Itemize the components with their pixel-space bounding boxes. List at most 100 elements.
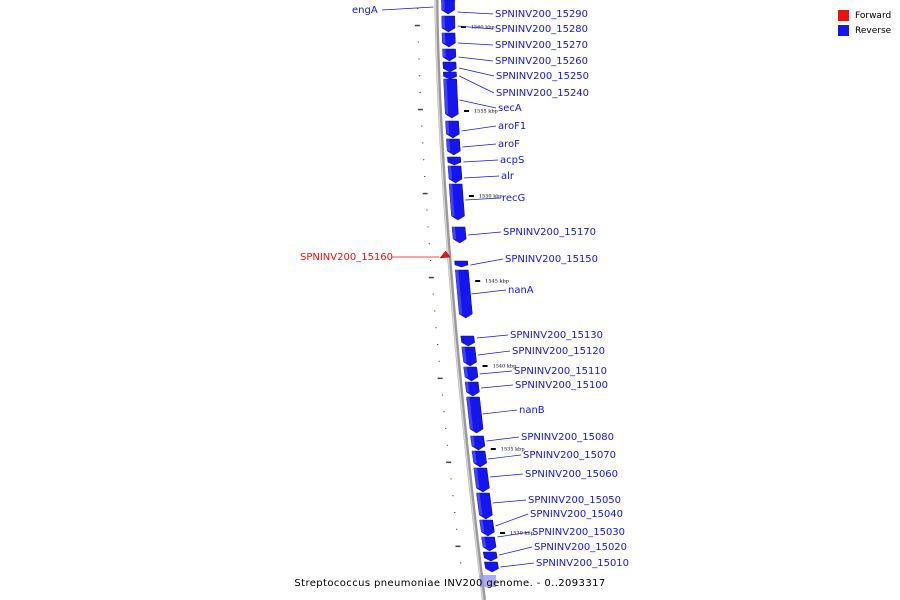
map-caption: Streptococcus pneumoniae INV200 genome. … bbox=[294, 578, 606, 589]
ruler-mark bbox=[446, 461, 452, 464]
ruler-mark bbox=[417, 8, 419, 9]
kbp-tick-mark bbox=[500, 532, 506, 534]
leader-line-spninv200-15280 bbox=[457, 25, 494, 30]
gene-label-spninv200-15260[interactable]: SPNINV200_15260 bbox=[495, 56, 588, 67]
ruler-mark bbox=[422, 192, 428, 195]
legend-item-reverse: Reverse bbox=[838, 23, 891, 38]
gene-label-spninv200-15270[interactable]: SPNINV200_15270 bbox=[495, 40, 588, 51]
gene-feature-acps[interactable] bbox=[447, 156, 462, 166]
gene-feature-spninv200-15160[interactable] bbox=[439, 250, 451, 259]
ruler-mark bbox=[429, 260, 432, 261]
gene-feature-spninv200-15250[interactable] bbox=[442, 61, 457, 73]
leader-line-recg bbox=[465, 197, 501, 201]
kbp-tick-label: 1535 kbp bbox=[501, 447, 525, 453]
gene-label-spninv200-15120[interactable]: SPNINV200_15120 bbox=[512, 346, 605, 357]
gene-label-spninv200-15250[interactable]: SPNINV200_15250 bbox=[496, 71, 589, 82]
gene-label-spninv200-15110[interactable]: SPNINV200_15110 bbox=[514, 366, 607, 377]
gene-feature-spninv200-15130[interactable] bbox=[460, 335, 475, 347]
gene-feature-sheen bbox=[465, 382, 470, 392]
ruler-mark bbox=[421, 125, 423, 127]
gene-label-spninv200-15020[interactable]: SPNINV200_15020 bbox=[534, 542, 627, 553]
backbone-highlight bbox=[434, 0, 484, 600]
gene-feature-spninv200-15020[interactable] bbox=[482, 551, 498, 562]
gene-feature-spninv200-15270[interactable] bbox=[441, 32, 456, 48]
leader-line-spninv200-15270 bbox=[458, 42, 494, 46]
leader-line-spninv200-15170 bbox=[467, 231, 502, 236]
gene-label-spninv200-15040[interactable]: SPNINV200_15040 bbox=[530, 509, 623, 520]
gene-feature-sheen bbox=[472, 451, 477, 463]
ruler-mark bbox=[438, 360, 440, 362]
gene-label-spninv200-15290[interactable]: SPNINV200_15290 bbox=[495, 9, 588, 20]
gene-feature-sheen bbox=[445, 121, 450, 134]
leader-line-spninv200-15130 bbox=[476, 334, 509, 339]
ruler-mark bbox=[455, 545, 461, 548]
gene-feature-sheen bbox=[448, 166, 452, 179]
kbp-tick-mark bbox=[490, 448, 496, 450]
gene-feature-sheen bbox=[466, 397, 474, 429]
gene-label-spninv200-15280[interactable]: SPNINV200_15280 bbox=[495, 24, 588, 35]
gene-feature-sheen bbox=[441, 16, 445, 28]
gene-feature-spninv200-15260[interactable] bbox=[442, 48, 457, 62]
kbp-tick-label: 1550 kbp bbox=[479, 194, 503, 200]
ruler-mark bbox=[418, 58, 420, 60]
leader-line-spninv200-15290 bbox=[457, 11, 494, 15]
gene-label-spninv200-15150[interactable]: SPNINV200_15150 bbox=[505, 254, 598, 265]
gene-features bbox=[439, 0, 499, 587]
gene-label-acps[interactable]: acpS bbox=[500, 155, 524, 166]
kbp-tick-label: 1560 kbp bbox=[471, 25, 495, 31]
gene-feature-sheen bbox=[461, 347, 467, 362]
ruler-mark bbox=[446, 444, 449, 446]
legend-label-forward: Forward bbox=[855, 10, 892, 21]
legend: Forward Reverse bbox=[838, 8, 891, 38]
kbp-tick-mark bbox=[468, 195, 474, 197]
leader-line-enga bbox=[381, 6, 434, 11]
gene-label-spninv200-15170[interactable]: SPNINV200_15170 bbox=[503, 227, 596, 238]
gene-label-spninv200-15030[interactable]: SPNINV200_15030 bbox=[532, 527, 625, 538]
gene-feature-spninv200-15100[interactable] bbox=[464, 381, 480, 397]
gene-feature-sheen bbox=[455, 270, 463, 314]
gene-label-spninv200-15050[interactable]: SPNINV200_15050 bbox=[528, 495, 621, 506]
gene-label-arof1[interactable]: aroF1 bbox=[498, 121, 526, 132]
kbp-tick-label: 1540 kbp bbox=[493, 364, 517, 370]
leader-line-spninv200-15100 bbox=[481, 384, 514, 389]
leader-line-spninv200-15260 bbox=[458, 56, 494, 62]
gene-label-spninv200-15160[interactable]: SPNINV200_15160 bbox=[300, 252, 393, 263]
gene-label-spninv200-15240[interactable]: SPNINV200_15240 bbox=[496, 88, 589, 99]
leader-line-spninv200-15010 bbox=[500, 562, 535, 568]
ruler-mark bbox=[443, 411, 445, 413]
leader-line-arof bbox=[462, 143, 497, 148]
kbp-tick-mark bbox=[482, 365, 488, 367]
gene-feature-spninv200-15080[interactable] bbox=[470, 435, 486, 451]
gene-feature-sheen bbox=[473, 468, 480, 488]
leader-line-nanb bbox=[482, 409, 518, 415]
gene-label-arof[interactable]: aroF bbox=[498, 139, 520, 150]
gene-label-spninv200-15010[interactable]: SPNINV200_15010 bbox=[536, 558, 629, 569]
leader-line-seca bbox=[459, 99, 497, 109]
gene-feature-sheen bbox=[441, 0, 445, 10]
gene-label-alr[interactable]: alr bbox=[501, 171, 515, 182]
ruler-mark bbox=[414, 24, 420, 27]
forward-swatch bbox=[838, 10, 849, 21]
gene-label-nana[interactable]: nanA bbox=[508, 285, 534, 296]
gene-feature-spninv200-15150[interactable] bbox=[454, 260, 469, 268]
gene-feature-spninv200-15240[interactable] bbox=[443, 71, 457, 80]
gene-label-spninv200-15070[interactable]: SPNINV200_15070 bbox=[523, 450, 616, 461]
leader-line-acps bbox=[463, 159, 499, 163]
ruler-mark bbox=[452, 495, 454, 497]
gene-label-recg[interactable]: recG bbox=[502, 193, 525, 204]
gene-label-spninv200-15080[interactable]: SPNINV200_15080 bbox=[521, 432, 614, 443]
ruler-mark bbox=[445, 428, 447, 429]
leader-line-spninv200-15080 bbox=[486, 436, 520, 442]
gene-label-nanb[interactable]: nanB bbox=[519, 405, 545, 416]
leader-line-spninv200-15020 bbox=[499, 546, 533, 556]
gene-label-spninv200-15130[interactable]: SPNINV200_15130 bbox=[510, 330, 603, 341]
gene-label-enga[interactable]: engA bbox=[352, 5, 378, 16]
leader-line-spninv200-15060 bbox=[489, 473, 524, 478]
gene-label-spninv200-15060[interactable]: SPNINV200_15060 bbox=[525, 469, 618, 480]
gene-feature-spninv200-15010[interactable] bbox=[484, 561, 499, 573]
gene-feature-sheen bbox=[442, 33, 446, 43]
gene-label-spninv200-15100[interactable]: SPNINV200_15100 bbox=[515, 380, 608, 391]
gene-feature-spninv200-15110[interactable] bbox=[463, 366, 479, 382]
gene-label-seca[interactable]: secA bbox=[498, 103, 522, 114]
ruler-mark bbox=[426, 209, 428, 211]
